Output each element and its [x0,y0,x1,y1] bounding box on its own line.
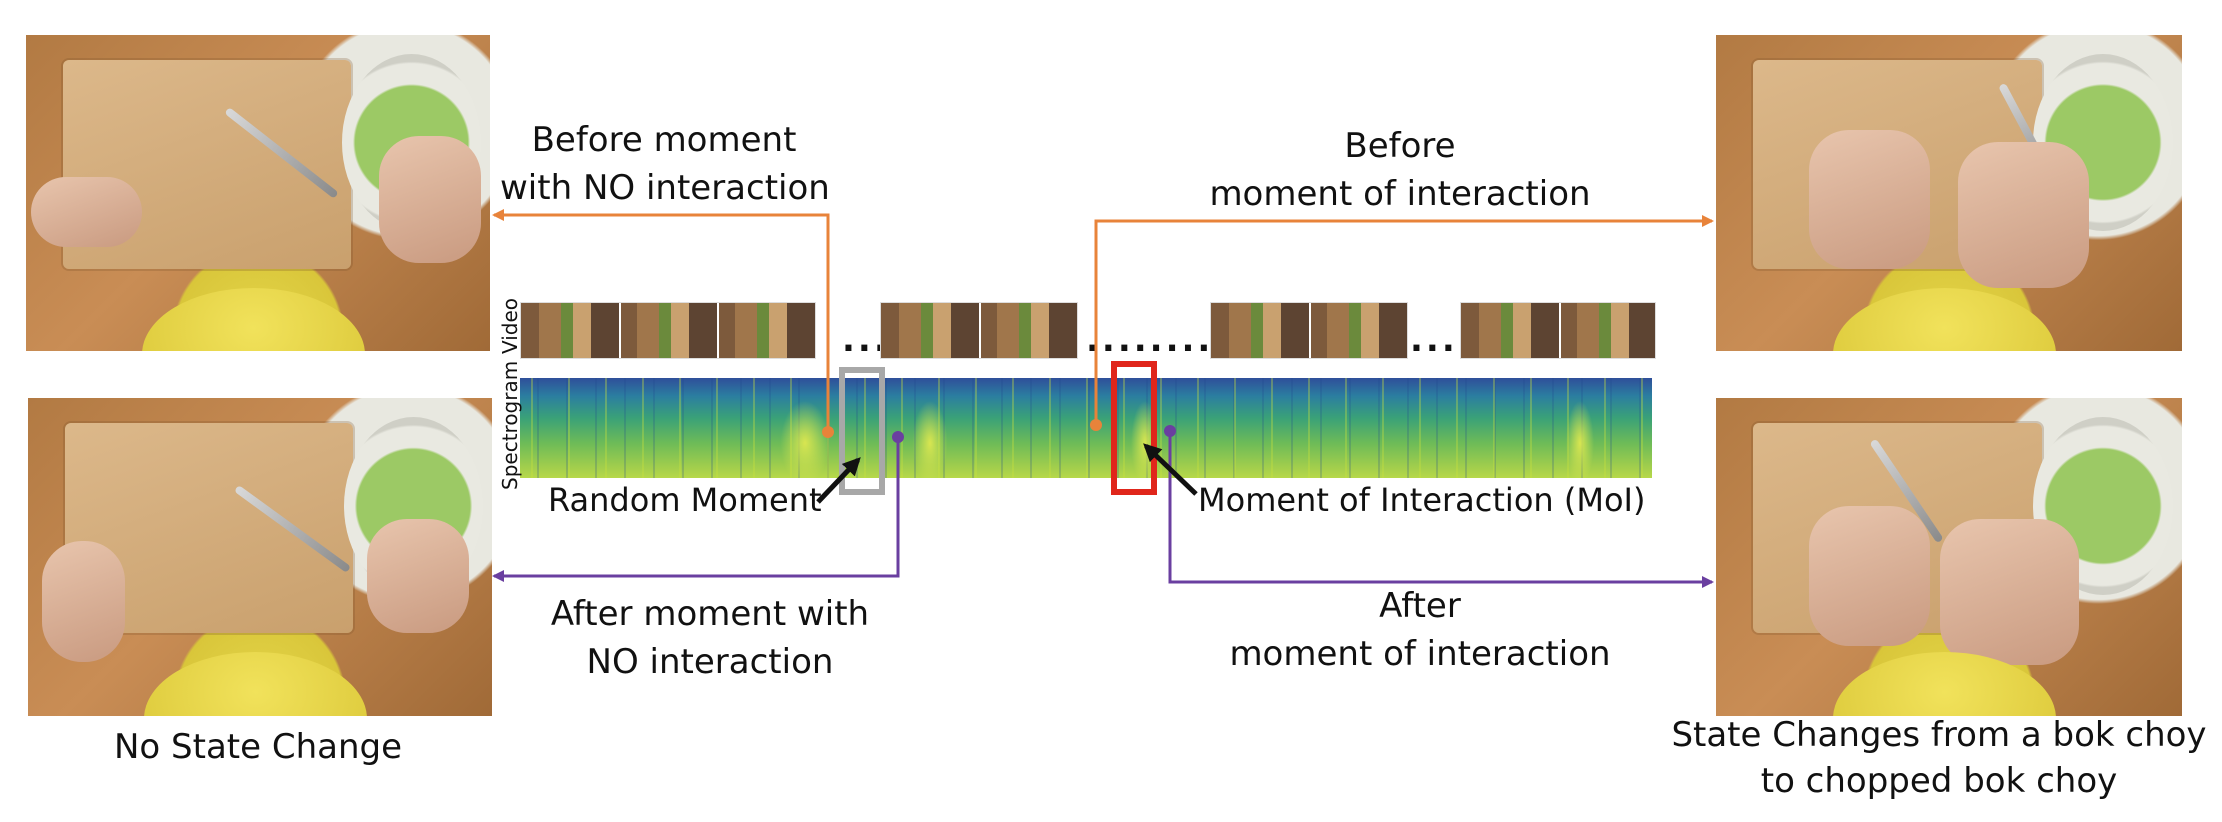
after-no-interaction-connector [492,431,904,582]
moi-box [1111,361,1157,495]
before-interaction-connector [1090,215,1714,431]
moi-pointer [1143,443,1198,496]
before-no-interaction-connector [492,209,834,438]
spectrogram [520,378,1652,478]
after-interaction-frame [1716,398,2182,716]
video-strip-3 [1210,302,1408,359]
before-interaction-label: Before moment of interaction [1209,126,1591,214]
before-no-interaction-frame [26,35,490,351]
before-interaction-frame [1716,35,2182,351]
random-moment-box [839,367,885,495]
after-no-interaction-label: After moment with NO interaction [550,594,870,682]
after-interaction-label: After moment of interaction [1229,586,1611,674]
video-strip-1 [520,302,816,359]
before-no-interaction-label: Before moment with NO interaction [500,120,830,208]
moi-label: Moment of Interaction (MoI) [1198,481,1646,519]
right-caption: State Changes from a bok choy to chopped… [1671,715,2207,801]
random-moment-label: Random Moment [548,481,822,519]
random-moment-pointer [816,457,861,504]
video-strip-2 [880,302,1078,359]
after-no-interaction-frame [28,398,492,716]
after-interaction-connector [1164,425,1714,588]
left-caption: No State Change [113,727,403,767]
video-strip-4 [1460,302,1656,359]
